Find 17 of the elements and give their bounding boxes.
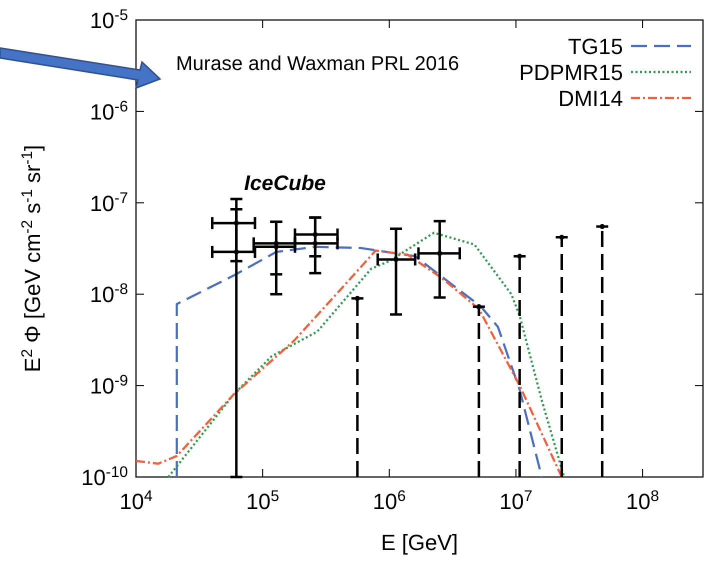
y-tick-label: 10$^{-7}$ — [90, 189, 128, 216]
y-tick-label: 10$^{-5}$ — [90, 6, 128, 33]
legend-label: TG15 — [568, 34, 623, 59]
x-axis-title: E [GeV] — [380, 530, 458, 555]
x-tick-label: 10$^{6}$ — [372, 488, 406, 514]
legend-label: PDPMR15 — [519, 60, 623, 85]
legend-label: DMI14 — [558, 86, 623, 111]
annotation: Murase and Waxman PRL 2016 — [176, 53, 460, 75]
y-tick-label: 10$^{-6}$ — [90, 98, 128, 124]
x-tick-label: 10$^{5}$ — [246, 488, 280, 514]
y-tick-label: 10$^{-9}$ — [90, 372, 128, 399]
x-tick-label: 10$^{4}$ — [119, 488, 153, 514]
x-tick-label: 10$^{8}$ — [626, 488, 660, 514]
y-tick-label: 10$^{-8}$ — [90, 280, 128, 308]
x-tick-label: 10$^{7}$ — [499, 488, 532, 514]
annotation: IceCube — [244, 172, 326, 195]
y-tick-label: 10$^{-10}$ — [81, 464, 128, 490]
